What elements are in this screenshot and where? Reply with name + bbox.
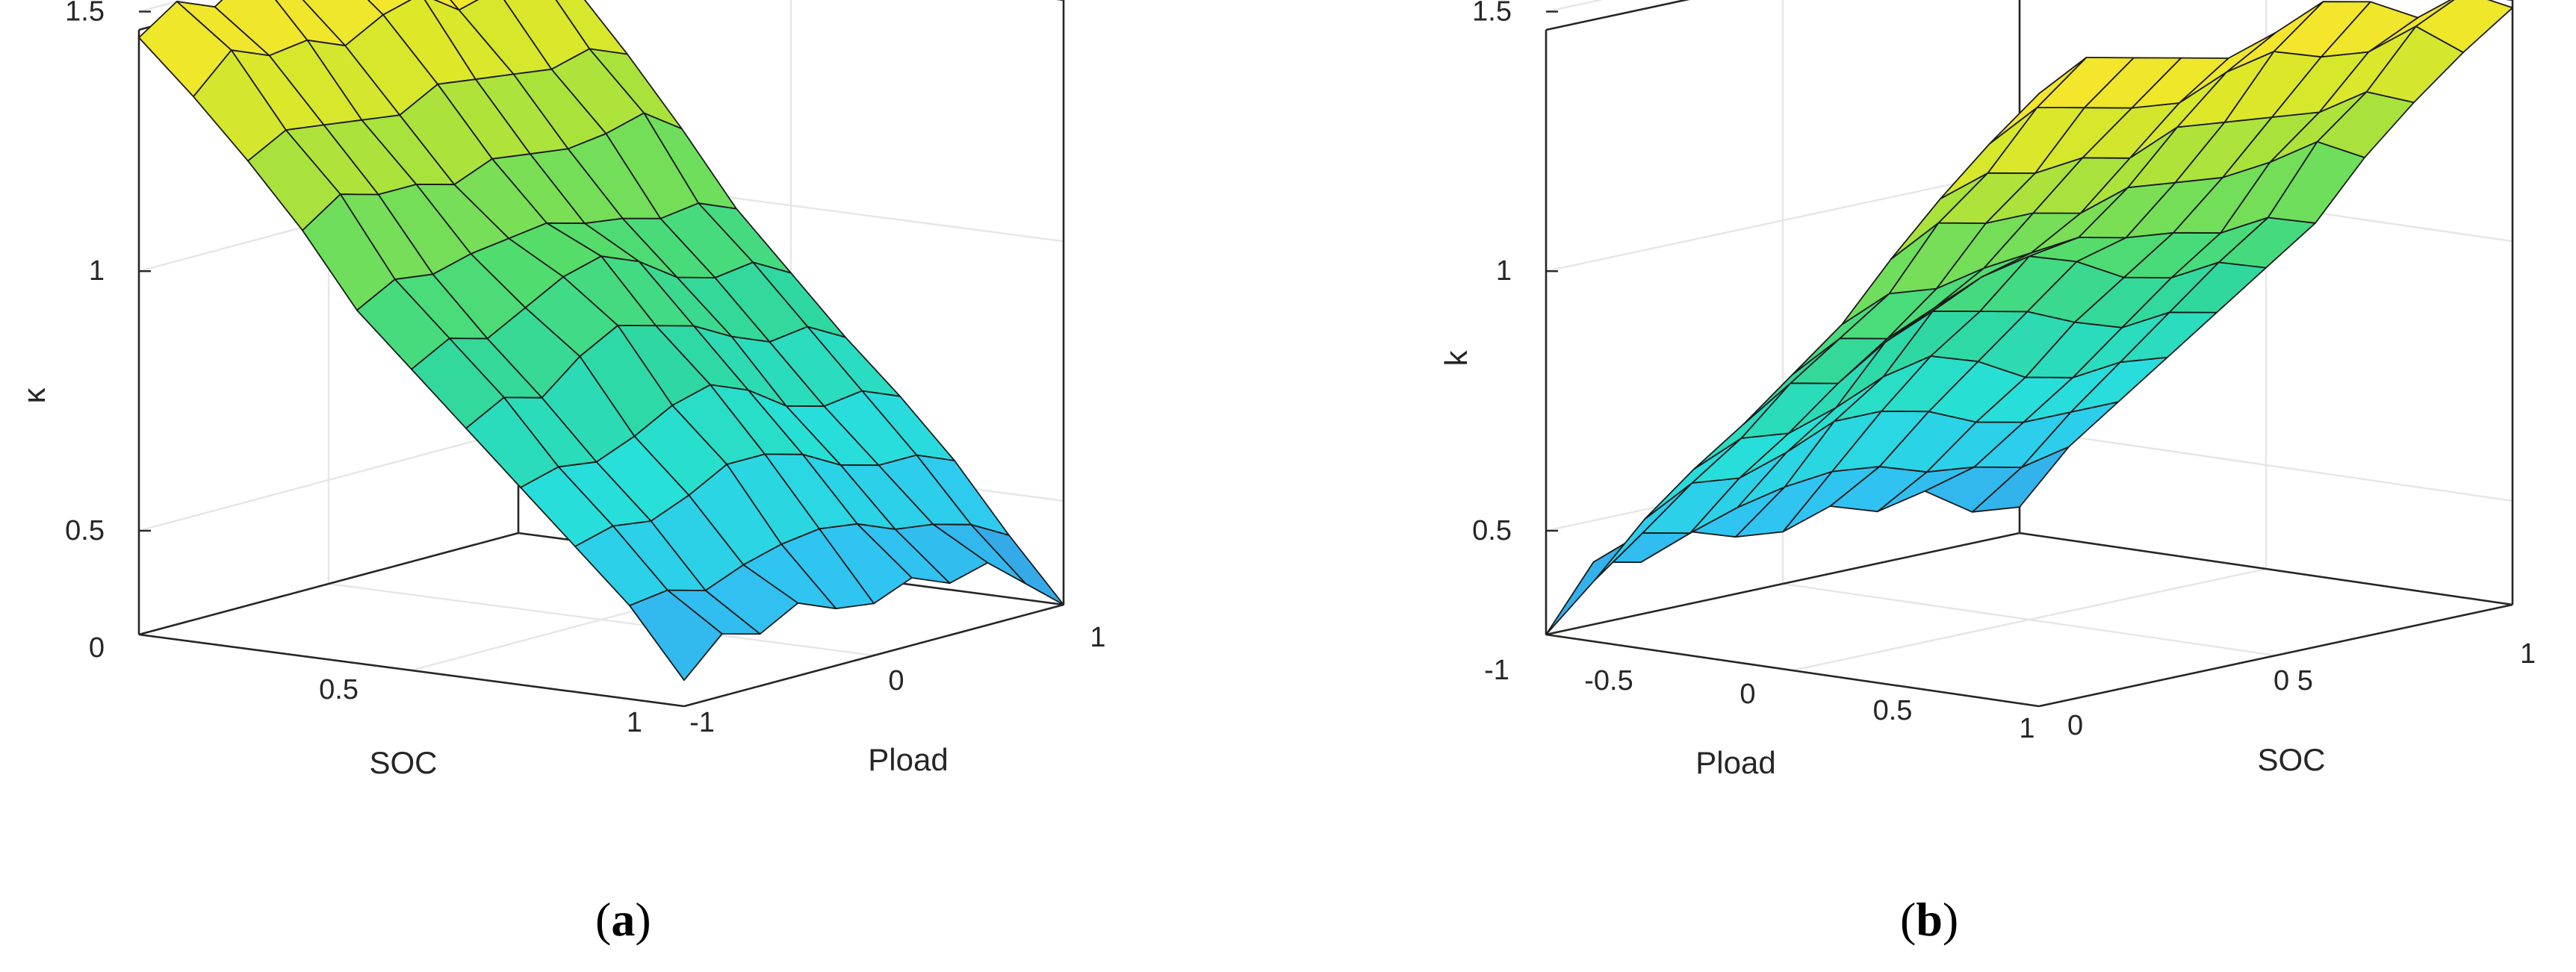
axis-b-tick-label: -1: [689, 707, 715, 738]
caption-a: (a): [595, 893, 651, 946]
axis-a-line: [138, 633, 685, 708]
axis-b-tick-labels: 0 0 5 1: [2067, 638, 2536, 741]
surface-plot-a: 0.5 1 1.5 κ 0 0.5 1 -1 0 1 SOC Pload (a): [16, 0, 1106, 946]
axis-b-tick-labels: -1 0 1: [689, 622, 1105, 738]
floor-back-line: [138, 532, 519, 636]
floor-back-line: [1545, 532, 2020, 636]
axis-b-line: [2038, 603, 2513, 708]
surface-mesh: [1545, 0, 2513, 635]
axis-a-tick-label: 0.5: [319, 674, 359, 705]
axis-a-tick-label: 0: [1739, 679, 1755, 710]
floor-gridline: [328, 582, 875, 657]
surface-plot-b-canvas: 0.5 1 1.5 k -1 -0.5 0 0.5 1 0 0 5 1 Pload SOC: [1438, 0, 2536, 780]
caption-b-letter: b: [1916, 893, 1943, 946]
floor-gridline: [1782, 582, 2276, 657]
axis-a-tick-label: 0.5: [1873, 695, 1913, 726]
axis-b-line: [683, 603, 1064, 708]
axis-b-tick-label: 1: [2520, 638, 2536, 670]
z-tick-label: 1: [1496, 255, 1512, 287]
axis-b-label: SOC: [2257, 742, 2325, 777]
surface-patch: [367, 0, 412, 16]
surface-plot-b: 0.5 1 1.5 k -1 -0.5 0 0.5 1 0 0 5 1 Pload SOC (b): [1288, 0, 2575, 972]
z-tick-label: 0.5: [65, 515, 105, 546]
axis-a-tick-label: 0: [89, 632, 105, 664]
top-edge-line: [1545, 0, 1690, 31]
axis-b-tick-label: 0: [888, 665, 904, 697]
caption-b: (b): [1900, 893, 1959, 946]
axis-a-line: [1545, 633, 2040, 708]
axis-b-label: Pload: [868, 742, 948, 777]
axis-a-tick-labels: -1 -0.5 0 0.5 1: [1484, 655, 2035, 744]
caption-a-letter: a: [611, 893, 636, 946]
z-tick-label: 1.5: [65, 0, 105, 28]
axis-b-tick-label: 0: [2067, 710, 2083, 741]
axis-a-tick-label: 1: [627, 707, 642, 738]
z-tick-label: 1.5: [1472, 0, 1512, 28]
surface-patch: [1989, 57, 2088, 145]
axis-b-tick-label: 0 5: [2274, 665, 2313, 697]
floor-back-line: [2019, 532, 2513, 606]
axis-b-tick-label: 1: [1090, 622, 1105, 653]
z-axis-label: k: [1438, 350, 1474, 367]
axis-a-label: SOC: [369, 745, 437, 780]
z-tick-labels: 0.5 1 1.5: [65, 0, 151, 546]
z-tick-label: 0.5: [1472, 515, 1512, 546]
axis-a-label: Pload: [1695, 745, 1775, 780]
axis-a-tick-label: -0.5: [1584, 665, 1633, 697]
z-axis-label: κ: [16, 387, 52, 404]
z-tick-labels: 0.5 1 1.5: [1472, 0, 1558, 546]
surface-mesh: [138, 0, 1064, 682]
z-tick-label: 1: [89, 255, 105, 287]
surface-patch: [629, 589, 723, 682]
axis-a-tick-labels: 00.51: [89, 632, 642, 738]
axis-a-tick-label: -1: [1484, 655, 1509, 686]
axis-a-tick-label: 1: [2019, 713, 2035, 744]
